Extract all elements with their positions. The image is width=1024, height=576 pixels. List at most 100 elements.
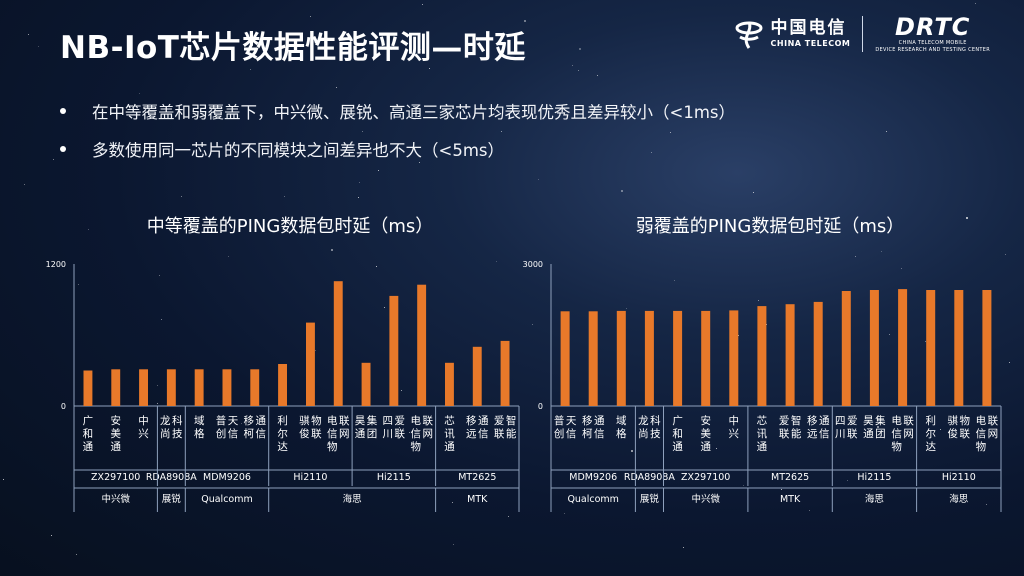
x-tick-label: 尔 [925, 427, 936, 440]
chip-group-label: RDA8908A [146, 472, 197, 483]
star-dot [1009, 362, 1010, 363]
star-dot [227, 222, 228, 223]
chip-group-label: MT2625 [458, 472, 496, 483]
x-tick-label: 俊 [948, 427, 959, 440]
drtc-logo-text: DRTC [895, 13, 971, 41]
vendor-group-label: 海思 [343, 493, 363, 505]
chart-title: 弱覆盖的PING数据包时延（ms） [636, 216, 905, 237]
star-dot [716, 448, 717, 449]
vendor-group-label: 海思 [865, 493, 885, 505]
bar [729, 310, 739, 406]
china-telecom-emblem-icon [735, 21, 763, 49]
x-tick-label: 电 [327, 414, 338, 427]
star-dot [391, 49, 392, 50]
drtc-logo: DRTC CHINA TELECOM MOBILE DEVICE RESEARC… [875, 15, 990, 53]
x-tick-label: 物 [327, 440, 338, 453]
bar [222, 369, 232, 406]
bar [898, 289, 908, 406]
page-title: NB-IoT芯片数据性能评测—时延 [60, 30, 526, 66]
bar [588, 311, 598, 406]
x-tick-label: 爱 [494, 414, 505, 427]
x-tick-label: 安 [700, 414, 711, 427]
x-tick-label: 中 [138, 414, 149, 427]
x-tick-label: 网 [988, 428, 999, 440]
star-dot [898, 47, 899, 48]
x-tick-label: 昊 [355, 415, 366, 427]
star-dot [449, 50, 450, 51]
chip-group-label: Hi2110 [293, 472, 327, 483]
star-dot [161, 319, 162, 320]
x-tick-label: 信 [478, 428, 489, 440]
x-tick-label: 信 [566, 428, 577, 440]
star-dot [889, 334, 890, 335]
x-tick-label: 联 [903, 415, 914, 427]
x-tick-label: 广 [672, 415, 683, 427]
star-dot [88, 229, 89, 230]
x-tick-label: 通 [110, 441, 121, 453]
star-dot [157, 403, 158, 404]
bar [982, 290, 992, 406]
x-tick-label: 远 [807, 428, 818, 440]
bar [417, 284, 427, 406]
x-tick-label: 川 [835, 428, 846, 440]
star-dot [925, 341, 926, 342]
star-dot [881, 251, 882, 252]
x-tick-label: 联 [960, 428, 971, 440]
star-dot [532, 324, 533, 325]
x-tick-label: 移 [807, 414, 818, 427]
star-dot [738, 335, 739, 336]
chip-group-label: ZX297100 [91, 472, 140, 483]
bar [813, 301, 823, 406]
x-tick-label: 和 [83, 428, 94, 440]
star-dot [358, 197, 359, 198]
x-tick-label: 电 [410, 414, 421, 427]
x-tick-label: 爱 [395, 414, 406, 427]
bar [785, 304, 795, 406]
x-tick-label: 广 [83, 415, 94, 427]
star-dot [683, 547, 684, 548]
star-dot [847, 480, 848, 481]
star-dot [378, 170, 379, 171]
star-dot [159, 275, 160, 276]
star-dot [310, 16, 311, 17]
bar [757, 306, 767, 406]
logo-area: 中国电信 CHINA TELECOM DRTC CHINA TELECOM MO… [733, 12, 990, 56]
chip-group-label: Hi2115 [857, 472, 891, 483]
star-dot [753, 192, 754, 193]
bar [560, 311, 570, 406]
x-tick-label: 网 [422, 428, 433, 440]
x-tick-label: 信 [410, 428, 421, 440]
x-tick-label: 电 [891, 414, 902, 427]
bar [445, 362, 454, 406]
x-tick-label: 物 [976, 440, 987, 453]
x-tick-label: 四 [835, 415, 846, 427]
bar [500, 340, 510, 406]
x-tick-label: 骐 [948, 414, 959, 427]
x-tick-label: 通 [863, 428, 874, 440]
bullet-text: 在中等覆盖和弱覆盖下，中兴微、展锐、高通三家芯片均表现优秀且差异较小（<1ms） [92, 103, 735, 122]
star-dot [228, 256, 229, 257]
star-dot [579, 48, 581, 50]
x-tick-label: 智 [791, 414, 802, 427]
star-dot [331, 249, 333, 251]
bar [194, 369, 204, 406]
bullet-dot-icon [60, 108, 66, 114]
bar [472, 346, 482, 406]
star-dot [250, 69, 251, 70]
star-dot [758, 300, 759, 301]
drtc-subtitle-1: CHINA TELECOM MOBILE [898, 40, 967, 46]
star-dot [453, 544, 454, 545]
x-tick-label: 物 [311, 414, 322, 427]
x-tick-label: 移 [466, 414, 477, 427]
bar [250, 369, 260, 406]
logo-divider [862, 16, 864, 52]
x-tick-label: 通 [819, 415, 830, 427]
x-tick-label: 通 [700, 441, 711, 453]
vendor-group-label: 海思 [949, 493, 969, 505]
star-dot [809, 510, 810, 511]
x-tick-label: 信 [976, 428, 987, 440]
x-tick-label: 物 [891, 440, 902, 453]
x-tick-label: 信 [256, 428, 267, 440]
star-dot [538, 179, 539, 180]
star-dot [986, 504, 987, 505]
